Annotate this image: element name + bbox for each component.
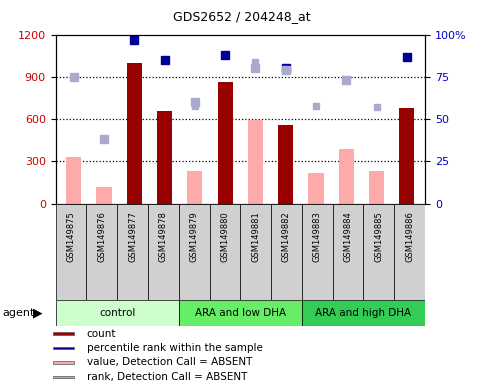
Bar	[339, 149, 354, 204]
Text: GDS2652 / 204248_at: GDS2652 / 204248_at	[173, 10, 310, 23]
Bar	[271, 204, 302, 300]
Bar	[53, 376, 74, 378]
Text: ARA and high DHA: ARA and high DHA	[315, 308, 412, 318]
Text: GSM149876: GSM149876	[97, 211, 106, 262]
Bar	[217, 83, 233, 204]
Bar	[179, 204, 210, 300]
Bar	[302, 300, 425, 326]
Bar	[117, 204, 148, 300]
Text: agent: agent	[2, 308, 35, 318]
Bar	[394, 204, 425, 300]
Bar	[248, 121, 263, 204]
Bar	[127, 63, 142, 204]
Text: GSM149884: GSM149884	[343, 211, 353, 262]
Text: GSM149879: GSM149879	[190, 211, 199, 262]
Bar	[210, 204, 240, 300]
Bar	[241, 204, 271, 300]
Bar	[157, 111, 172, 204]
Text: GSM149885: GSM149885	[374, 211, 384, 262]
Bar	[302, 204, 333, 300]
Bar	[53, 347, 74, 349]
Bar	[148, 204, 179, 300]
Text: GSM149886: GSM149886	[405, 211, 414, 262]
Bar	[187, 171, 202, 204]
Bar	[369, 171, 384, 204]
Text: count: count	[86, 329, 116, 339]
Text: control: control	[99, 308, 135, 318]
Text: rank, Detection Call = ABSENT: rank, Detection Call = ABSENT	[86, 372, 247, 382]
Bar	[97, 187, 112, 204]
Bar	[53, 332, 74, 335]
Bar	[179, 300, 302, 326]
Text: GSM149878: GSM149878	[159, 211, 168, 262]
Bar	[399, 108, 414, 204]
Text: ▶: ▶	[33, 306, 43, 319]
Bar	[364, 204, 394, 300]
Text: ARA and low DHA: ARA and low DHA	[195, 308, 286, 318]
Bar	[56, 300, 179, 326]
Bar	[53, 361, 74, 364]
Bar	[278, 125, 293, 204]
Text: percentile rank within the sample: percentile rank within the sample	[86, 343, 262, 353]
Bar	[309, 172, 324, 204]
Bar	[56, 204, 86, 300]
Text: value, Detection Call = ABSENT: value, Detection Call = ABSENT	[86, 358, 252, 367]
Text: GSM149877: GSM149877	[128, 211, 137, 262]
Text: GSM149882: GSM149882	[282, 211, 291, 262]
Bar	[86, 204, 117, 300]
Text: GSM149881: GSM149881	[251, 211, 260, 262]
Bar	[333, 204, 364, 300]
Text: GSM149880: GSM149880	[220, 211, 229, 262]
Bar	[66, 157, 81, 204]
Text: GSM149875: GSM149875	[67, 211, 75, 262]
Text: GSM149883: GSM149883	[313, 211, 322, 262]
